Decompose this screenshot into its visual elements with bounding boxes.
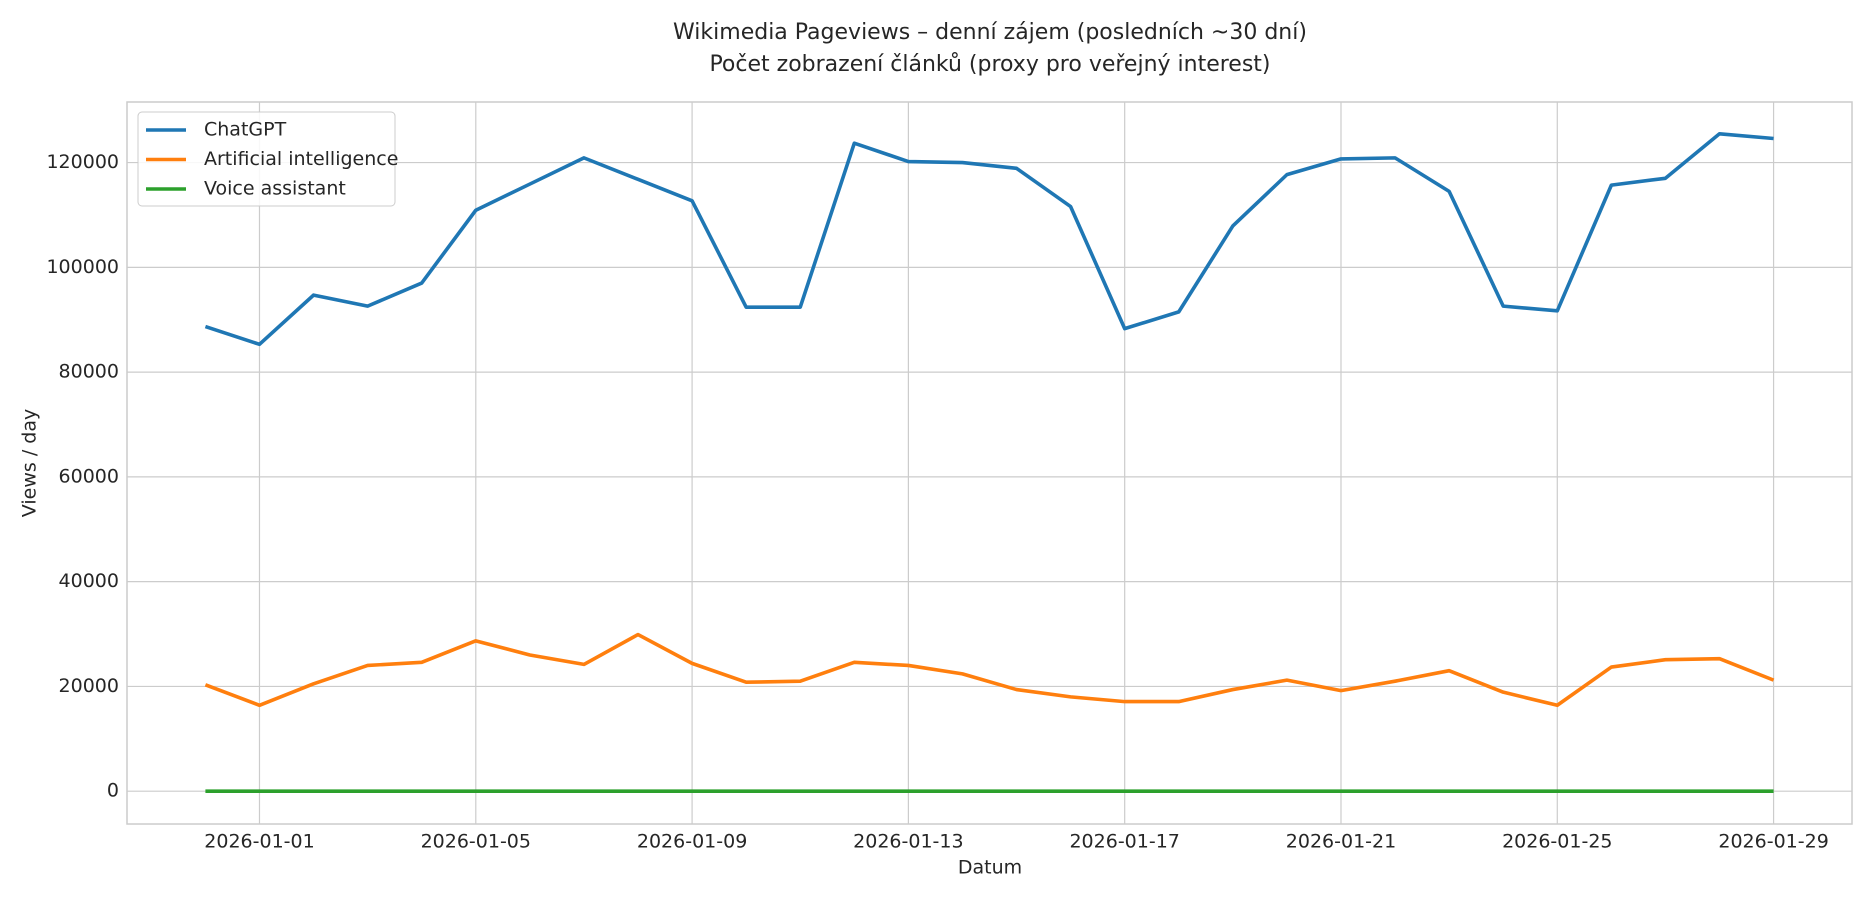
x-tick-label: 2026-01-25 — [1502, 831, 1612, 853]
chart-title: Wikimedia Pageviews – denní zájem (posle… — [673, 20, 1307, 45]
y-tick-label: 80000 — [59, 361, 119, 383]
x-tick-label: 2026-01-01 — [204, 831, 314, 853]
x-tick-label: 2026-01-21 — [1286, 831, 1396, 853]
x-tick-label: 2026-01-17 — [1069, 831, 1179, 853]
legend-box — [137, 111, 396, 207]
y-tick-label: 20000 — [59, 675, 119, 697]
legend-label: Voice assistant — [204, 178, 346, 200]
chart-subtitle: Počet zobrazení článků (proxy pro veřejn… — [709, 52, 1270, 77]
series-line — [204, 632, 1775, 708]
y-tick-label: 100000 — [46, 256, 119, 278]
series-line — [204, 131, 1774, 347]
y-tick-label: 120000 — [46, 151, 119, 173]
y-tick-label: 0 — [107, 780, 119, 802]
plot-frame — [126, 101, 1853, 825]
x-tick-label: 2026-01-29 — [1718, 831, 1828, 853]
x-axis-label: Datum — [958, 857, 1022, 879]
x-tick-label: 2026-01-05 — [421, 831, 531, 853]
y-tick-label: 40000 — [59, 570, 119, 592]
y-tick-label: 60000 — [59, 465, 119, 487]
x-tick-label: 2026-01-13 — [853, 831, 963, 853]
legend-label: ChatGPT — [204, 119, 287, 141]
y-axis-label: Views / day — [19, 409, 41, 517]
x-tick-label: 2026-01-09 — [637, 831, 747, 853]
legend-label: Artificial intelligence — [204, 148, 398, 170]
